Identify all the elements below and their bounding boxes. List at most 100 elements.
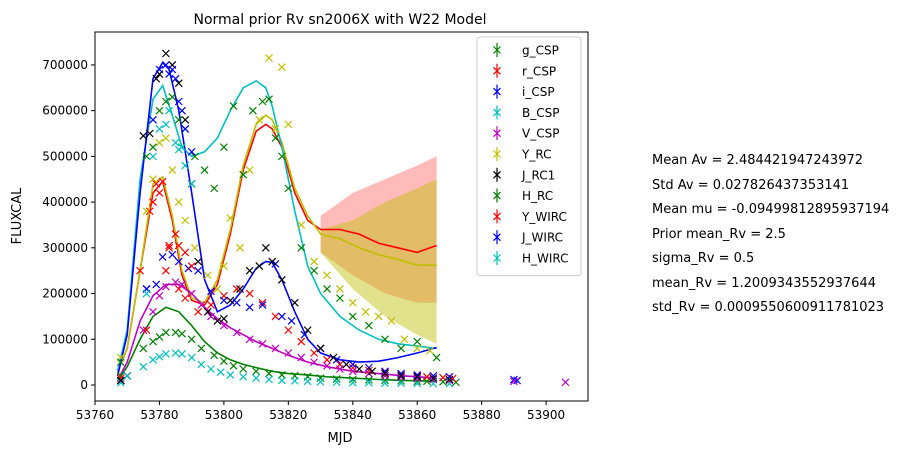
marker-stroke [165, 70, 174, 78]
data-point-g-csp [316, 374, 325, 383]
data-point-i-csp [277, 312, 286, 321]
marker-stroke [413, 374, 422, 383]
data-point-h-rc [149, 143, 157, 152]
marker-stroke [413, 337, 422, 346]
data-point-i-csp [152, 280, 161, 289]
legend-label: g_CSP [522, 44, 559, 58]
marker-stroke [232, 285, 241, 293]
data-point-j-rc1 [277, 275, 286, 284]
marker-stroke [297, 221, 306, 229]
y-tick-label: 600000 [42, 104, 88, 118]
stat-std-av: Std Av = 0.027826437353141 [652, 177, 850, 193]
marker-stroke [178, 349, 186, 358]
marker-stroke [161, 282, 170, 291]
marker-stroke [142, 207, 151, 216]
marker-stroke [284, 326, 293, 335]
marker-stroke [174, 257, 183, 266]
data-point-y-wirc [142, 326, 151, 335]
marker-stroke [397, 379, 406, 388]
marker-stroke [155, 125, 164, 133]
data-point-j-wirc [168, 65, 177, 74]
data-point-v-csp [561, 378, 570, 387]
marker-stroke [229, 361, 238, 370]
y-tick-label: 300000 [42, 241, 88, 255]
data-point-b-csp [216, 368, 225, 377]
marker-stroke [303, 326, 312, 335]
marker-stroke [197, 344, 206, 353]
marker-stroke [155, 106, 164, 115]
data-point-b-csp [149, 355, 157, 364]
data-point-i-csp [445, 372, 454, 381]
model-band-1 [320, 179, 437, 344]
data-point-i-csp [429, 371, 438, 380]
data-point-h-rc [432, 353, 441, 362]
data-point-r-csp [413, 371, 422, 380]
y-tick-label: 700000 [42, 58, 88, 72]
legend-marker [493, 254, 501, 262]
legend-item: i_CSP [493, 84, 555, 99]
marker-stroke [268, 257, 277, 266]
marker-stroke [219, 143, 228, 152]
data-point-y-rc [149, 175, 157, 184]
data-point-j-rc1 [255, 262, 264, 271]
data-point-j-rc1 [261, 243, 270, 252]
marker-stroke [171, 328, 180, 337]
data-point-y-rc [245, 166, 254, 175]
data-point-h-rc [190, 152, 199, 161]
data-point-h-rc [200, 166, 209, 175]
data-point-y-rc [323, 271, 331, 280]
marker-stroke [561, 378, 570, 387]
marker-stroke [219, 262, 228, 271]
marker-stroke [493, 212, 501, 221]
legend-marker [493, 191, 501, 200]
data-point-h-rc [277, 152, 286, 161]
data-point-j-rc1 [213, 317, 222, 325]
marker-stroke [316, 374, 325, 383]
marker-stroke [493, 254, 501, 262]
data-point-g-csp [265, 369, 273, 378]
data-point-g-csp [239, 365, 248, 373]
data-point-h-wirc [178, 143, 186, 152]
marker-stroke [429, 374, 438, 383]
data-point-i-csp [158, 253, 167, 261]
marker-stroke [258, 301, 267, 309]
marker-stroke [210, 184, 219, 193]
data-point-h-rc [271, 134, 280, 143]
data-point-r-csp [310, 349, 319, 357]
marker-stroke [397, 371, 406, 380]
marker-stroke [271, 125, 280, 133]
data-point-i-csp [174, 257, 183, 266]
data-point-j-rc1 [236, 285, 244, 293]
model-curve-4 [116, 283, 437, 381]
data-point-y-wirc [171, 230, 180, 239]
marker-stroke [149, 198, 157, 207]
data-point-v-csp [139, 326, 148, 335]
data-point-v-csp [323, 361, 331, 370]
legend-item: J_WIRC [493, 230, 563, 245]
marker-stroke [155, 291, 164, 300]
data-point-v-csp [245, 335, 254, 344]
data-point-i-csp [348, 360, 357, 369]
y-tick-label: 500000 [42, 149, 88, 163]
marker-stroke [493, 66, 501, 75]
data-point-v-csp [197, 301, 206, 309]
marker-stroke [397, 344, 406, 353]
data-point-h-rc [413, 337, 422, 346]
marker-stroke [213, 317, 222, 325]
data-point-y-wirc [181, 248, 190, 257]
data-point-j-wirc [174, 97, 183, 106]
data-point-g-csp [155, 333, 164, 341]
data-point-j-wirc [161, 60, 170, 69]
marker-stroke [355, 365, 364, 373]
marker-stroke [277, 63, 286, 72]
data-point-b-csp [178, 349, 186, 358]
data-point-y-rc [310, 257, 319, 266]
data-point-y-rc [271, 125, 280, 133]
data-point-j-rc1 [245, 266, 254, 275]
data-point-r-csp [381, 368, 389, 377]
data-point-b-csp [116, 378, 125, 387]
data-point-h-rc [265, 95, 273, 104]
data-point-v-csp [178, 280, 186, 289]
data-point-j-rc1 [429, 374, 438, 383]
data-point-j-rc1 [194, 257, 203, 266]
